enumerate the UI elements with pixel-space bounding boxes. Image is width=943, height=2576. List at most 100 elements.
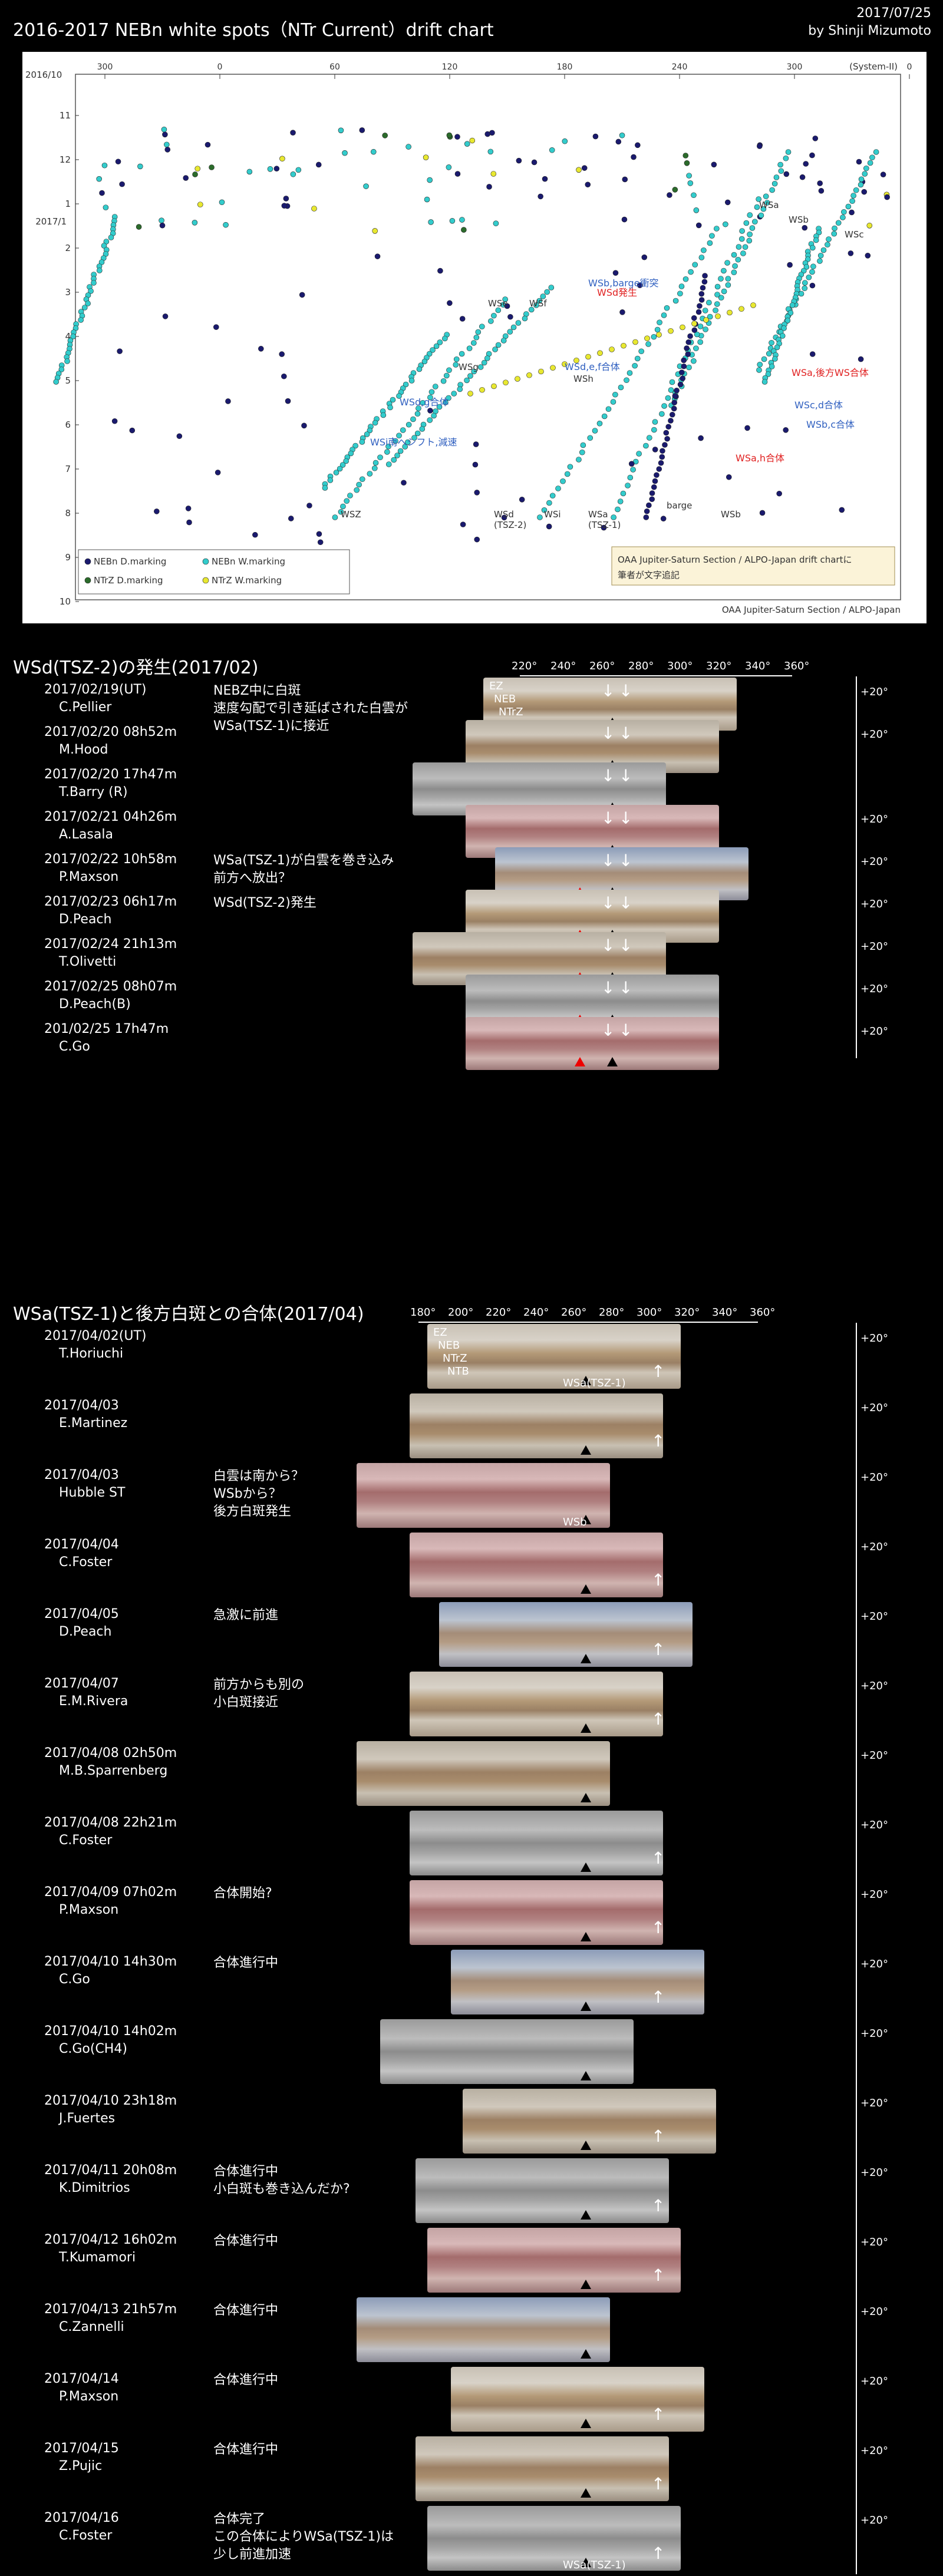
drift-point — [742, 244, 749, 250]
drift-point — [858, 176, 865, 183]
drift-point — [738, 236, 745, 242]
drift-point — [430, 347, 436, 353]
spot-marker-triangle — [581, 1376, 591, 1385]
drift-point — [377, 454, 383, 461]
drift-point — [749, 225, 756, 231]
drift-point — [393, 438, 398, 444]
drift-point — [436, 404, 443, 410]
drift-point — [416, 366, 423, 372]
image-tag: WSa(TSZ-1) — [563, 1377, 626, 1389]
drift-point — [410, 416, 416, 422]
x-tick-label: 180 — [557, 62, 573, 72]
drift-point — [681, 363, 687, 369]
drift-point — [213, 324, 219, 330]
spot-label: WSa — [588, 509, 608, 520]
drift-point — [117, 348, 123, 354]
drift-point — [687, 180, 694, 186]
drift-point — [647, 435, 652, 441]
drift-point — [488, 318, 494, 324]
drift-point — [621, 342, 627, 349]
belt-label: NTrZ — [443, 1352, 467, 1365]
up-arrow-icon: ↑ — [651, 2196, 665, 2215]
observer-name: C.Foster — [59, 1833, 113, 1848]
drift-point — [697, 323, 704, 329]
latitude-label: +20° — [860, 1025, 888, 1038]
down-arrow-icon: ↓ — [601, 1021, 615, 1040]
observation-date: 2017/04/10 14h02m — [44, 2024, 177, 2039]
drift-point — [826, 236, 832, 242]
drift-point — [726, 474, 732, 480]
drift-point — [444, 372, 450, 379]
drift-point — [867, 160, 873, 166]
lon-tick-label: 340° — [745, 660, 771, 672]
drift-point — [628, 461, 635, 467]
drift-point — [869, 154, 875, 161]
drift-point — [721, 288, 727, 295]
drift-point — [555, 486, 561, 491]
drift-point — [638, 348, 644, 355]
drift-point — [739, 228, 745, 234]
drift-point — [649, 490, 655, 496]
drift-point — [777, 161, 783, 168]
drift-point — [484, 355, 490, 361]
legend-entry: NEBn D.marking — [94, 556, 166, 567]
spot-label: barge — [667, 500, 692, 511]
drift-point — [273, 166, 280, 172]
latitude-label: +20° — [860, 1819, 888, 1831]
drift-point — [402, 444, 408, 450]
drift-point — [684, 160, 690, 166]
spot-marker-triangle — [581, 1723, 591, 1733]
drift-point — [694, 331, 700, 338]
footer-credit: OAA Jupiter-Saturn Section / ALPO-Japan — [722, 605, 901, 615]
lon-tick-label: 300° — [637, 1306, 662, 1319]
drift-point — [258, 346, 264, 352]
drift-point — [354, 487, 360, 493]
drift-point — [461, 227, 467, 233]
drift-point — [403, 381, 409, 388]
drift-point — [620, 490, 627, 497]
spot-label: WSa — [759, 200, 779, 210]
drift-point — [372, 460, 379, 466]
annotation-label: WSd,g合体 — [400, 397, 449, 408]
latitude-scale-line — [856, 676, 857, 1058]
down-arrow-icon: ↓ — [601, 893, 615, 913]
drift-point — [466, 345, 473, 352]
legend-swatch — [202, 558, 209, 565]
lon-axis-line — [418, 1322, 758, 1323]
drift-point — [464, 141, 470, 147]
drift-point — [443, 399, 449, 405]
drift-point — [372, 420, 378, 426]
up-arrow-icon: ↑ — [651, 1362, 665, 1381]
annotation-label: WSb,c合体 — [806, 419, 855, 430]
observation-comment: 白雲は南から？ WSbから？ 後方白斑発生 — [213, 1469, 305, 1519]
drift-point — [542, 176, 548, 182]
drift-point — [718, 276, 724, 282]
down-arrow-icon: ↓ — [601, 724, 615, 743]
down-arrow-icon: ↓ — [601, 851, 615, 870]
planet-image: ↑ — [427, 2228, 681, 2293]
drift-point — [645, 341, 651, 347]
drift-point — [727, 309, 733, 316]
down-arrow-icon: ↓ — [619, 724, 633, 743]
latitude-label: +20° — [860, 2445, 888, 2457]
drift-point — [279, 156, 285, 162]
latitude-label: +20° — [860, 1958, 888, 1970]
drift-point — [359, 127, 365, 133]
spot-marker-triangle — [581, 2141, 591, 2150]
drift-point — [432, 384, 438, 389]
drift-point — [342, 150, 348, 156]
drift-point — [340, 503, 346, 510]
drift-point — [783, 427, 789, 433]
drift-point — [526, 372, 532, 378]
drift-point — [825, 242, 830, 248]
drift-point — [453, 362, 459, 368]
drift-point — [467, 391, 473, 397]
drift-point — [674, 387, 680, 394]
drift-point — [129, 427, 136, 434]
drift-point — [472, 461, 479, 468]
drift-point — [691, 192, 697, 199]
drift-point — [865, 253, 871, 259]
drift-point — [698, 255, 705, 260]
annotation-label: WSd発生 — [597, 287, 637, 298]
drift-point — [522, 315, 528, 322]
